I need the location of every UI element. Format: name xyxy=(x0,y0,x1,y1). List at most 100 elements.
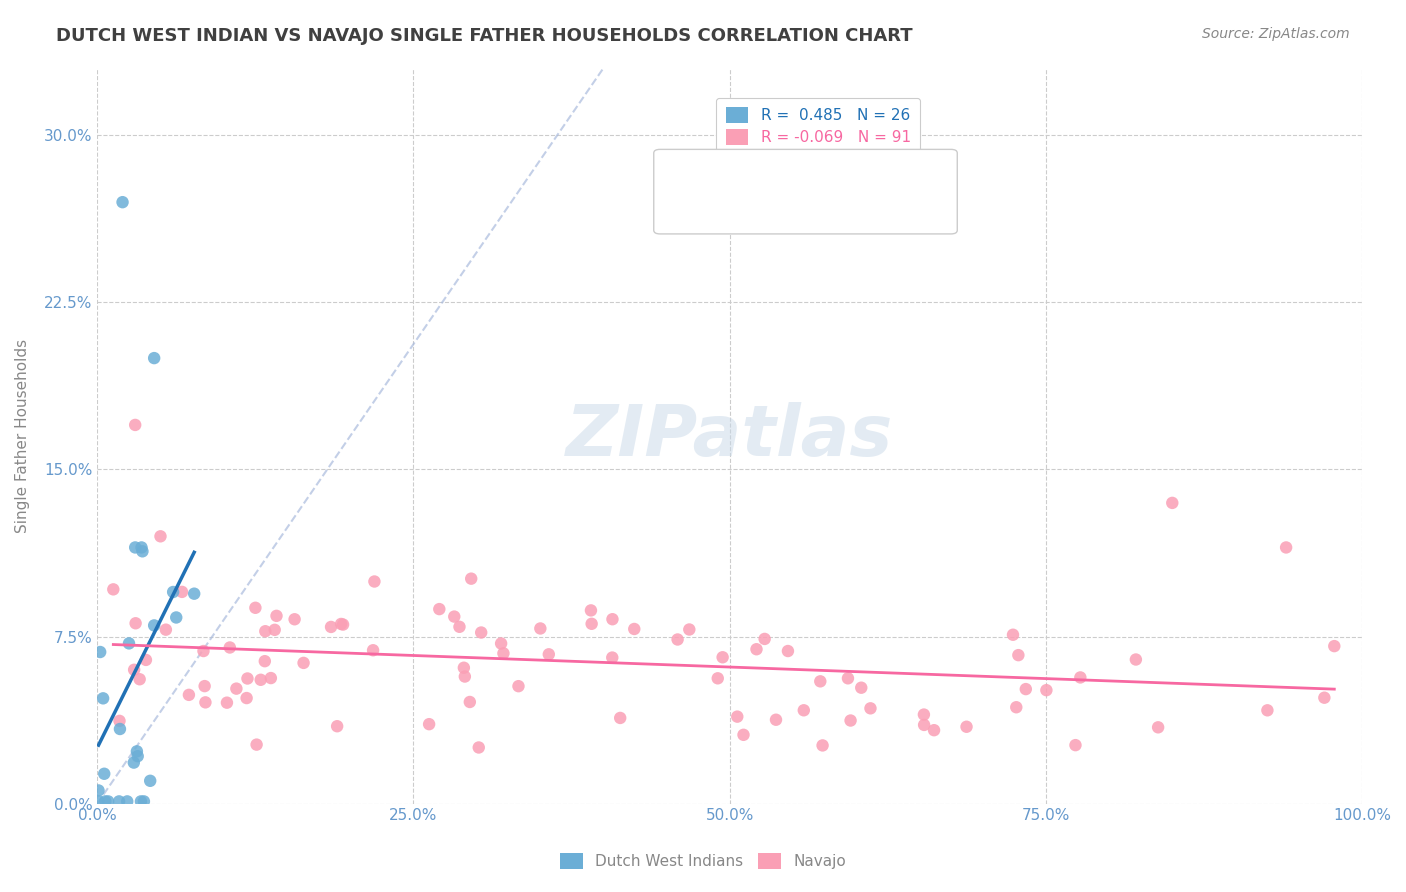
Point xyxy=(193,644,215,658)
Point xyxy=(129,794,152,808)
Point xyxy=(470,625,492,640)
Point xyxy=(529,622,551,636)
Text: ZIPatlas: ZIPatlas xyxy=(567,401,893,471)
Point xyxy=(108,722,131,736)
Point xyxy=(87,783,110,797)
Point xyxy=(326,719,349,733)
Point xyxy=(263,623,285,637)
Point xyxy=(249,673,271,687)
Point xyxy=(745,642,768,657)
Point xyxy=(124,417,146,432)
Point xyxy=(839,714,862,728)
Point xyxy=(183,587,205,601)
Point xyxy=(449,620,471,634)
Point xyxy=(139,773,162,788)
Point xyxy=(254,624,277,639)
Point xyxy=(125,744,148,758)
Point xyxy=(1064,738,1087,752)
Point xyxy=(600,650,623,665)
Point xyxy=(955,720,977,734)
Point xyxy=(128,672,150,686)
Point xyxy=(418,717,440,731)
Point xyxy=(776,644,799,658)
Point xyxy=(793,703,815,717)
Point xyxy=(235,691,257,706)
FancyBboxPatch shape xyxy=(654,149,957,234)
Point xyxy=(122,756,145,770)
Point xyxy=(111,195,134,210)
Point xyxy=(93,766,115,780)
Point xyxy=(194,679,217,693)
Point xyxy=(165,610,187,624)
Point xyxy=(330,617,353,632)
Point xyxy=(602,612,624,626)
Point xyxy=(1001,628,1024,642)
Point xyxy=(225,681,247,696)
Point xyxy=(155,623,177,637)
Point xyxy=(1323,639,1346,653)
Point xyxy=(103,582,125,597)
Point xyxy=(666,632,689,647)
Point xyxy=(149,529,172,543)
Point xyxy=(253,654,276,668)
Point xyxy=(332,617,354,632)
Point xyxy=(489,636,512,650)
Point xyxy=(118,636,141,650)
Point xyxy=(492,646,515,660)
Point xyxy=(260,671,283,685)
Point xyxy=(132,794,155,808)
Point xyxy=(1069,670,1091,684)
Point xyxy=(733,728,755,742)
Point xyxy=(754,632,776,646)
Point xyxy=(319,620,342,634)
Legend: R =  0.485   N = 26, R = -0.069   N = 91: R = 0.485 N = 26, R = -0.069 N = 91 xyxy=(717,98,920,154)
Point xyxy=(623,622,645,636)
Point xyxy=(236,672,259,686)
Point xyxy=(1161,496,1184,510)
Point xyxy=(912,718,935,732)
Point xyxy=(922,723,945,738)
Point xyxy=(808,674,831,689)
Point xyxy=(427,602,450,616)
Point xyxy=(1015,682,1038,697)
Point xyxy=(706,671,728,685)
Point xyxy=(1125,652,1147,666)
Point xyxy=(177,688,200,702)
Point xyxy=(711,650,734,665)
Point xyxy=(811,739,834,753)
Point xyxy=(579,603,602,617)
Point xyxy=(765,713,787,727)
Point xyxy=(246,738,269,752)
Point xyxy=(1275,541,1298,555)
Point xyxy=(170,585,193,599)
Point xyxy=(859,701,882,715)
Point xyxy=(292,656,315,670)
Point xyxy=(1313,690,1336,705)
Point xyxy=(266,608,288,623)
Point xyxy=(94,794,117,808)
Point xyxy=(194,695,217,709)
Point xyxy=(97,794,120,808)
Point xyxy=(1035,683,1057,698)
Text: DUTCH WEST INDIAN VS NAVAJO SINGLE FATHER HOUSEHOLDS CORRELATION CHART: DUTCH WEST INDIAN VS NAVAJO SINGLE FATHE… xyxy=(56,27,912,45)
Point xyxy=(135,653,157,667)
Point xyxy=(508,679,530,693)
Point xyxy=(468,740,491,755)
Point xyxy=(1005,700,1028,714)
Y-axis label: Single Father Households: Single Father Households xyxy=(15,339,30,533)
Point xyxy=(363,574,385,589)
Point xyxy=(678,623,700,637)
Point xyxy=(284,612,307,626)
Point xyxy=(460,572,482,586)
Point xyxy=(837,671,859,685)
Point xyxy=(458,695,481,709)
Point xyxy=(131,544,153,558)
Point xyxy=(124,541,146,555)
Point xyxy=(245,600,267,615)
Point xyxy=(124,616,146,631)
Point xyxy=(609,711,631,725)
Point xyxy=(537,648,560,662)
Point xyxy=(1256,703,1278,717)
Point xyxy=(912,707,935,722)
Point xyxy=(87,794,110,808)
